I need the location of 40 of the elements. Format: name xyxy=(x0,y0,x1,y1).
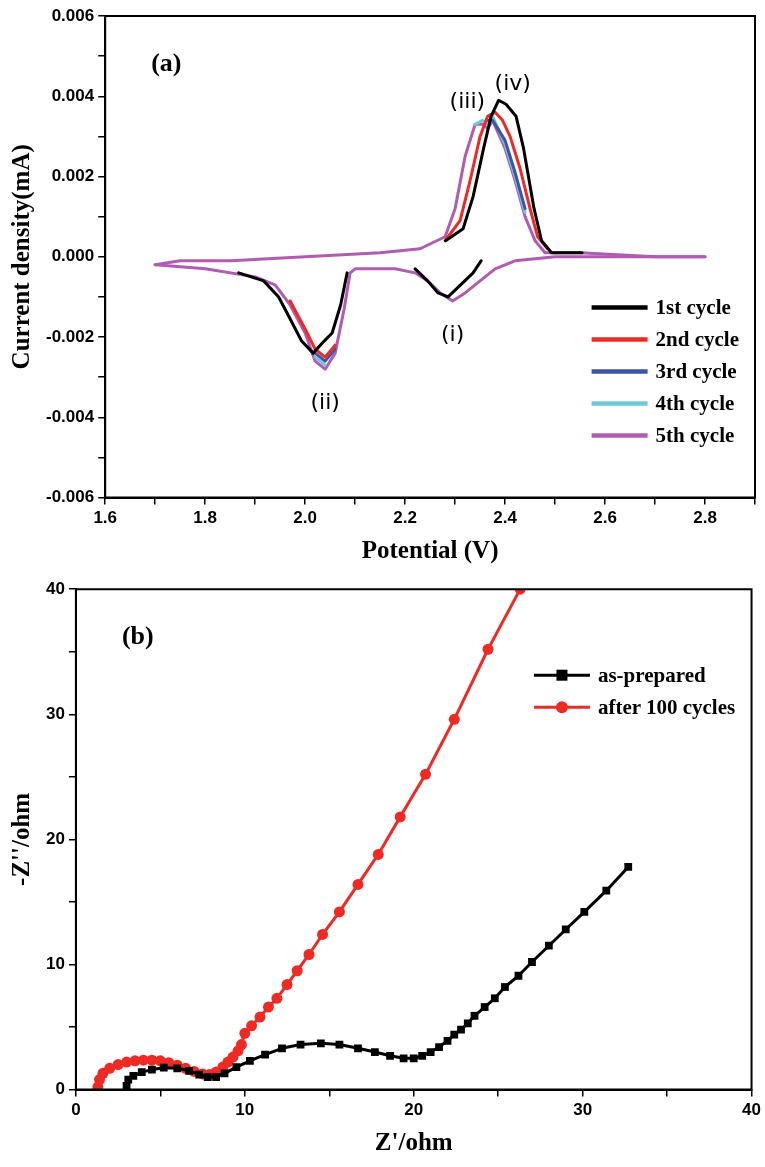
annotation: (ii) xyxy=(310,388,340,414)
annotation: (iv) xyxy=(494,70,531,95)
legend-label: 2nd cycle xyxy=(655,327,739,352)
y-tick-label: 30 xyxy=(45,703,65,723)
y-tick-label: 0.006 xyxy=(51,5,95,25)
x-tick-label: 2.0 xyxy=(293,508,317,528)
x-tick-label: 20 xyxy=(404,1100,424,1120)
x-tick-label: 2.8 xyxy=(693,508,717,528)
y-tick-label: 20 xyxy=(45,829,65,849)
legend-label: as-prepared xyxy=(597,662,706,687)
legend-label: 5th cycle xyxy=(655,423,735,448)
x-axis-title: Z'/ohm xyxy=(374,1128,453,1156)
y-tick-label: 0.000 xyxy=(51,246,95,266)
y-axis-title: Current density(mA) xyxy=(7,144,36,370)
legend-label: 1st cycle xyxy=(655,295,731,320)
y-tick-label: -0.004 xyxy=(46,407,95,427)
x-tick-label: 1.8 xyxy=(193,508,217,528)
y-tick-label: -0.002 xyxy=(46,326,95,346)
x-tick-label: 1.6 xyxy=(93,508,118,528)
y-tick-label: 0 xyxy=(55,1079,65,1099)
annotation: (a) xyxy=(151,47,182,77)
legend-label: after 100 cycles xyxy=(597,694,736,719)
y-tick-label: 10 xyxy=(45,954,65,974)
annotation: (b) xyxy=(121,620,154,650)
y-tick-label: -0.006 xyxy=(46,487,95,507)
y-tick-label: 0.002 xyxy=(51,166,95,186)
x-axis-title: Potential (V) xyxy=(361,536,499,565)
x-tick-label: 2.4 xyxy=(493,508,518,528)
x-tick-label: 2.2 xyxy=(393,508,417,528)
x-tick-label: 40 xyxy=(742,1100,762,1120)
y-tick-label: 0.004 xyxy=(51,85,95,105)
x-tick-label: 2.6 xyxy=(593,508,617,528)
y-axis-title: -Z''/ohm xyxy=(7,792,35,886)
x-tick-label: 30 xyxy=(573,1100,593,1120)
annotation: (iii) xyxy=(449,88,486,114)
legend-label: 3rd cycle xyxy=(655,359,737,384)
y-tick-label: 40 xyxy=(45,578,65,598)
x-tick-label: 10 xyxy=(235,1100,255,1120)
annotation: (i) xyxy=(440,320,465,346)
legend-label: 4th cycle xyxy=(655,391,735,416)
